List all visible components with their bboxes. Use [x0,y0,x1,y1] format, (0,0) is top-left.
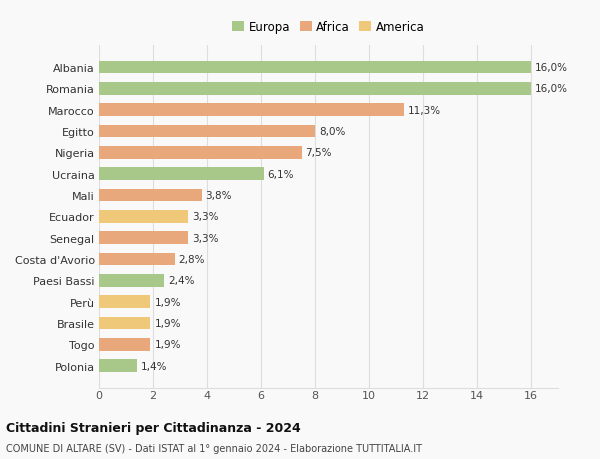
Bar [99,253,175,266]
Text: 2,8%: 2,8% [179,254,205,264]
Bar [99,83,531,95]
Bar [99,211,188,223]
Text: Cittadini Stranieri per Cittadinanza - 2024: Cittadini Stranieri per Cittadinanza - 2… [6,421,301,434]
Bar [99,62,531,74]
Text: 1,9%: 1,9% [154,297,181,307]
Bar [99,189,202,202]
Text: 11,3%: 11,3% [408,106,441,115]
Text: COMUNE DI ALTARE (SV) - Dati ISTAT al 1° gennaio 2024 - Elaborazione TUTTITALIA.: COMUNE DI ALTARE (SV) - Dati ISTAT al 1°… [6,443,422,453]
Bar [99,168,264,181]
Bar [99,274,164,287]
Bar [99,359,137,372]
Bar [99,296,151,308]
Bar [99,317,151,330]
Bar [99,125,315,138]
Bar [99,232,188,245]
Bar [99,338,151,351]
Text: 6,1%: 6,1% [268,169,294,179]
Bar [99,146,302,159]
Text: 3,3%: 3,3% [192,212,218,222]
Text: 16,0%: 16,0% [535,63,568,73]
Text: 1,9%: 1,9% [154,340,181,350]
Bar [99,104,404,117]
Text: 3,8%: 3,8% [206,190,232,201]
Legend: Europa, Africa, America: Europa, Africa, America [229,17,428,38]
Text: 2,4%: 2,4% [168,276,194,286]
Text: 7,5%: 7,5% [305,148,332,158]
Text: 16,0%: 16,0% [535,84,568,94]
Text: 8,0%: 8,0% [319,127,346,137]
Text: 1,4%: 1,4% [141,361,167,371]
Text: 1,9%: 1,9% [154,319,181,328]
Text: 3,3%: 3,3% [192,233,218,243]
